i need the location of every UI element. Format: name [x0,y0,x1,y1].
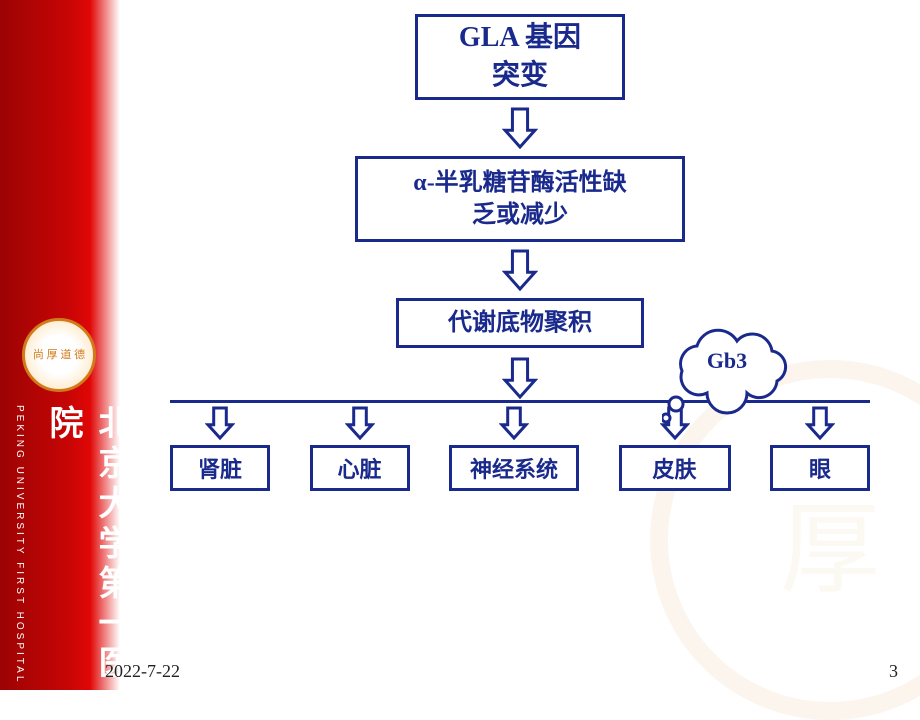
footer-page: 3 [889,661,898,682]
organs-row: 肾脏心脏神经系统皮肤眼 [170,445,870,491]
node-gla-gene: GLA 基因突变 [415,14,625,100]
arrow-down-icon [345,405,375,441]
arrow-down-icon [499,405,529,441]
node-label: α-半乳糖苷酶活性缺乏或减少 [413,167,626,232]
organ-box: 眼 [770,445,870,491]
arrow-down-icon [805,405,835,441]
organ-box: 肾脏 [170,445,270,491]
footer-date: 2022-7-22 [105,661,180,682]
node-enzyme-deficit: α-半乳糖苷酶活性缺乏或减少 [355,156,685,242]
node-substrate-accumulation: 代谢底物聚积 [396,298,644,348]
organ-box: 皮肤 [619,445,731,491]
node-label: GLA 基因突变 [459,19,581,95]
callout-label: Gb3 [662,348,792,374]
organ-box: 神经系统 [449,445,579,491]
node-label: 代谢底物聚积 [448,307,592,339]
arrow-down-icon [502,106,538,150]
arrow-down-icon [502,248,538,292]
flowchart: GLA 基因突变 α-半乳糖苷酶活性缺乏或减少 代谢底物聚积 肾脏心脏神经系统皮… [120,0,920,690]
hospital-seal: 尚 厚 道 德 [22,318,96,392]
callout-gb3: Gb3 [662,330,792,400]
organ-box: 心脏 [310,445,410,491]
arrow-down-icon [205,405,235,441]
arrow-down-icon [502,356,538,400]
sidebar-en: PEKING UNIVERSITY FIRST HOSPITAL [14,405,25,684]
cloud-icon [662,326,792,426]
